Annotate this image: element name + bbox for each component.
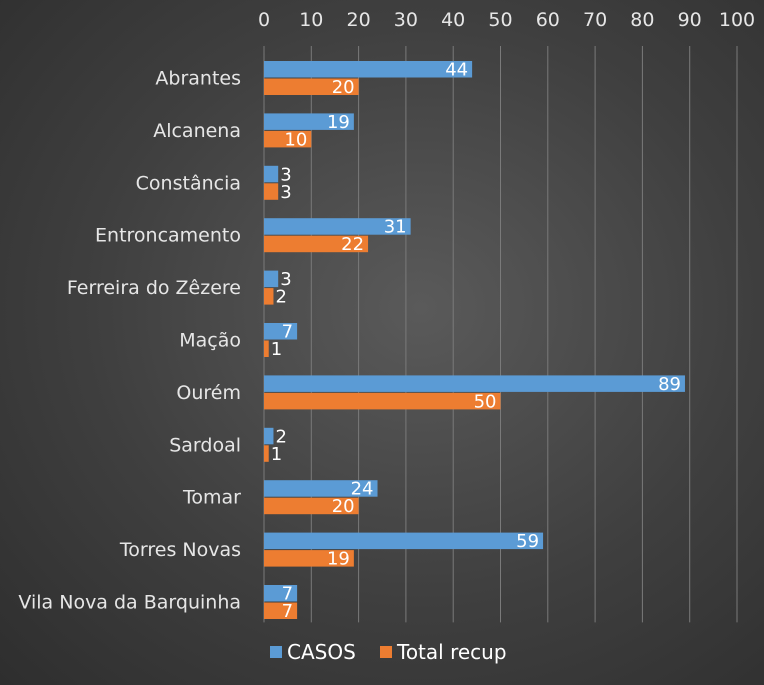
- x-tick-label: 0: [258, 9, 270, 31]
- category-label: Constância: [136, 172, 241, 194]
- bar-total-recup: [264, 497, 359, 515]
- data-label: 10: [284, 129, 307, 150]
- bar-casos: [264, 113, 354, 130]
- bar-casos: [264, 480, 378, 497]
- data-label: 3: [280, 164, 291, 185]
- bar-total-recup: [264, 235, 369, 253]
- x-tick-label: 10: [299, 9, 323, 31]
- data-label: 1: [271, 444, 282, 465]
- category-label: Ferreira do Zêzere: [67, 277, 241, 299]
- bar-total-recup: [264, 340, 269, 357]
- legend-swatch: [380, 646, 392, 658]
- category-label: Torres Novas: [119, 539, 241, 561]
- data-label: 59: [516, 531, 539, 552]
- category-label: Sardoal: [169, 434, 241, 456]
- x-tick-label: 80: [630, 9, 654, 31]
- data-label: 7: [282, 601, 293, 622]
- data-label: 19: [327, 112, 350, 133]
- data-label: 3: [280, 269, 291, 290]
- bar-casos: [264, 165, 279, 183]
- bars: [264, 61, 685, 619]
- bar-casos: [264, 585, 298, 602]
- legend-entry: CASOS: [287, 640, 356, 664]
- x-tick-label: 100: [719, 9, 755, 31]
- bar-total-recup: [264, 78, 359, 95]
- data-label: 20: [332, 77, 355, 98]
- data-label: 22: [341, 234, 364, 255]
- data-label: 2: [275, 426, 286, 447]
- category-label: Alcanena: [153, 120, 241, 142]
- x-tick-label: 90: [678, 9, 702, 31]
- x-tick-label: 70: [583, 9, 607, 31]
- legend: CASOS Total recup: [270, 640, 507, 664]
- category-labels: Abrantes Alcanena Constância Entroncamento F…: [18, 68, 241, 614]
- x-tick-label: 30: [394, 9, 418, 31]
- data-label: 2: [275, 287, 286, 308]
- bar-casos: [264, 270, 279, 288]
- data-label: 3: [280, 182, 291, 203]
- bar-total-recup: [264, 183, 279, 200]
- bar-total-recup: [264, 550, 354, 567]
- data-label: 31: [384, 217, 407, 238]
- category-label: Abrantes: [155, 68, 241, 90]
- bar-total-recup: [264, 445, 269, 462]
- x-tick-label: 40: [441, 9, 465, 31]
- data-label: 7: [282, 584, 293, 605]
- category-label: Entroncamento: [95, 225, 241, 247]
- data-label: 20: [332, 496, 355, 517]
- bar-total-recup: [264, 130, 312, 148]
- bar-total-recup: [264, 288, 274, 305]
- bar-casos: [264, 375, 685, 392]
- data-label: 50: [474, 391, 497, 412]
- x-tick-label: 50: [488, 9, 512, 31]
- data-label: 24: [351, 479, 374, 500]
- x-tick-label: 20: [347, 9, 371, 31]
- bar-casos: [264, 218, 411, 235]
- x-tick-label: 60: [536, 9, 560, 31]
- bar-total-recup: [264, 602, 298, 619]
- data-label: 7: [282, 322, 293, 343]
- category-label: Mação: [179, 330, 241, 352]
- legend-entry: Total recup: [396, 640, 507, 664]
- category-label: Tomar: [182, 487, 241, 509]
- data-label: 89: [658, 374, 681, 395]
- bar-casos: [264, 61, 473, 78]
- data-label: 44: [445, 60, 468, 81]
- bar-casos: [264, 323, 298, 340]
- bar-casos: [264, 532, 544, 550]
- data-label: 1: [271, 339, 282, 360]
- bar-total-recup: [264, 392, 501, 410]
- category-label: Vila Nova da Barquinha: [18, 592, 241, 614]
- x-axis-tick-labels: 0 10 20 30 40 50 60 70 80 90 100: [258, 9, 755, 31]
- data-label: 19: [327, 549, 350, 570]
- bar-casos: [264, 427, 274, 445]
- category-label: Ourém: [176, 382, 241, 404]
- legend-swatch: [270, 646, 282, 658]
